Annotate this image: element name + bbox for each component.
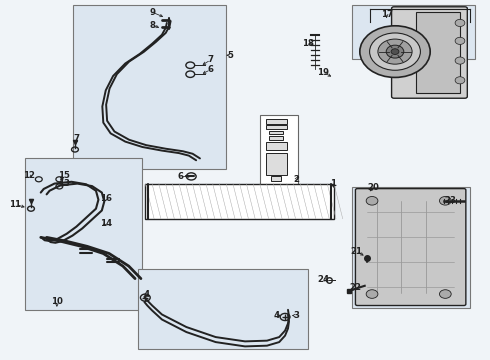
Circle shape xyxy=(386,45,404,58)
Text: 20: 20 xyxy=(367,183,379,192)
Circle shape xyxy=(440,197,451,205)
Text: 10: 10 xyxy=(51,297,63,306)
Bar xyxy=(352,187,470,309)
Text: 2: 2 xyxy=(294,175,299,184)
Circle shape xyxy=(455,37,465,44)
Bar xyxy=(271,176,281,181)
Text: 12: 12 xyxy=(23,171,35,180)
Bar xyxy=(270,136,283,140)
Bar xyxy=(352,5,475,59)
Text: 18: 18 xyxy=(302,39,315,48)
Bar xyxy=(138,269,308,348)
Circle shape xyxy=(455,77,465,84)
Text: 14: 14 xyxy=(99,219,112,228)
Circle shape xyxy=(391,49,399,54)
Circle shape xyxy=(455,19,465,27)
Text: 8: 8 xyxy=(149,21,155,30)
Bar xyxy=(266,119,287,124)
Text: 6: 6 xyxy=(208,65,214,74)
Text: 5: 5 xyxy=(227,51,233,60)
Text: 19: 19 xyxy=(317,68,329,77)
Text: 17: 17 xyxy=(381,10,393,19)
Bar xyxy=(416,12,460,93)
Circle shape xyxy=(378,39,412,64)
Bar xyxy=(25,158,143,310)
Bar xyxy=(266,153,287,175)
Bar xyxy=(260,115,298,187)
Text: 9: 9 xyxy=(149,8,155,17)
Circle shape xyxy=(366,290,378,298)
Circle shape xyxy=(440,290,451,298)
Bar xyxy=(266,126,287,129)
Circle shape xyxy=(360,26,430,77)
FancyBboxPatch shape xyxy=(355,189,466,306)
Text: 1: 1 xyxy=(330,179,336,188)
Text: 11: 11 xyxy=(9,200,22,209)
Text: 24: 24 xyxy=(317,275,329,284)
Bar xyxy=(73,5,226,168)
Text: 7: 7 xyxy=(208,55,214,64)
Text: 6: 6 xyxy=(177,172,183,181)
Text: 4: 4 xyxy=(274,311,280,320)
Bar xyxy=(266,142,287,150)
Text: 16: 16 xyxy=(100,194,112,203)
Bar xyxy=(270,131,283,134)
Text: 22: 22 xyxy=(349,283,361,292)
Circle shape xyxy=(369,33,420,70)
FancyBboxPatch shape xyxy=(392,7,467,98)
Text: 23: 23 xyxy=(444,196,456,205)
Text: 21: 21 xyxy=(350,247,363,256)
Text: 7: 7 xyxy=(74,134,79,143)
Text: 3: 3 xyxy=(294,311,299,320)
Circle shape xyxy=(455,57,465,64)
Text: 15: 15 xyxy=(58,171,70,180)
Bar xyxy=(146,184,334,219)
Text: 4: 4 xyxy=(143,290,149,299)
Text: 13: 13 xyxy=(58,179,70,188)
Circle shape xyxy=(366,197,378,205)
